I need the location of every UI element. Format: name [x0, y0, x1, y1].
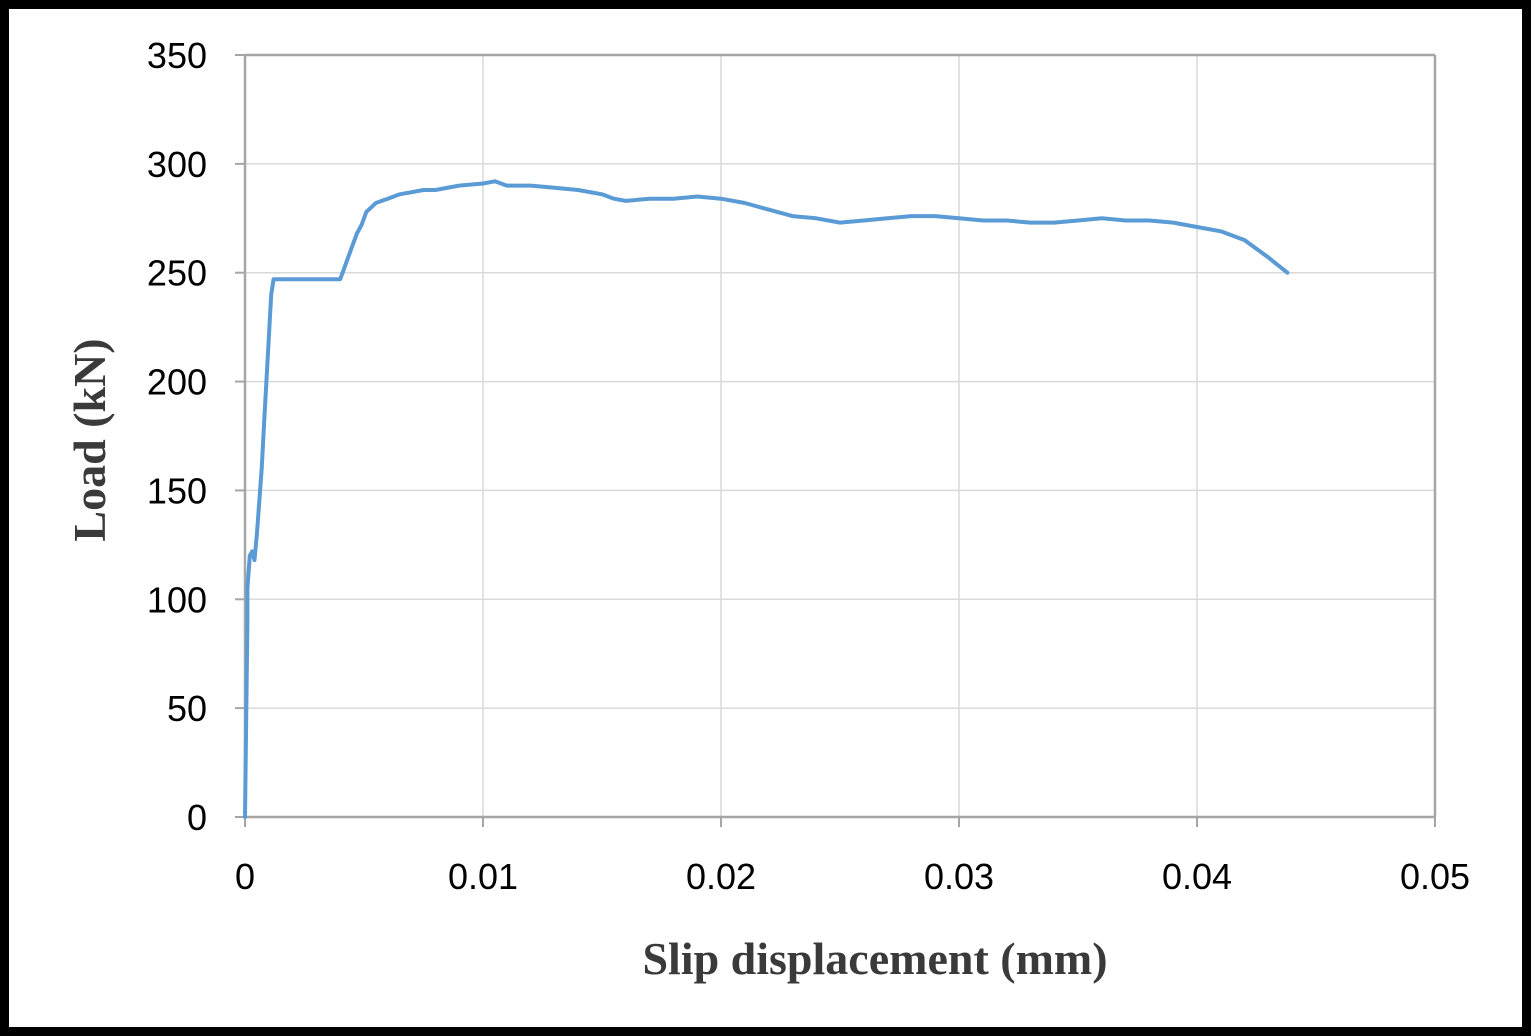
- x-tick-label: 0: [235, 856, 255, 897]
- x-tick-label: 0.04: [1162, 856, 1232, 897]
- y-tick-label: 100: [147, 579, 207, 620]
- y-tick-label: 50: [167, 688, 207, 729]
- y-tick-label: 0: [187, 797, 207, 838]
- load-slip-chart: 0 0.01 0.02 0.03 0.04 0.05 0 50 100 150 200 250 300…: [64, 35, 1470, 984]
- y-tick-label: 350: [147, 35, 207, 76]
- x-ticks: 0 0.01 0.02 0.03 0.04 0.05: [235, 817, 1470, 897]
- x-tick-label: 0.05: [1400, 856, 1470, 897]
- y-ticks: 0 50 100 150 200 250 300 350: [147, 35, 245, 838]
- x-tick-label: 0.03: [924, 856, 994, 897]
- x-tick-label: 0.01: [448, 856, 518, 897]
- y-axis-title: Load (kN): [64, 338, 115, 541]
- axes: [243, 53, 1437, 819]
- x-axis-title: Slip displacement (mm): [642, 933, 1107, 984]
- grid-lines: [245, 54, 1436, 817]
- y-tick-label: 200: [147, 362, 207, 403]
- y-tick-label: 250: [147, 253, 207, 294]
- y-tick-label: 300: [147, 144, 207, 185]
- x-tick-label: 0.02: [686, 856, 756, 897]
- y-tick-label: 150: [147, 470, 207, 511]
- series-line: [243, 179, 1290, 819]
